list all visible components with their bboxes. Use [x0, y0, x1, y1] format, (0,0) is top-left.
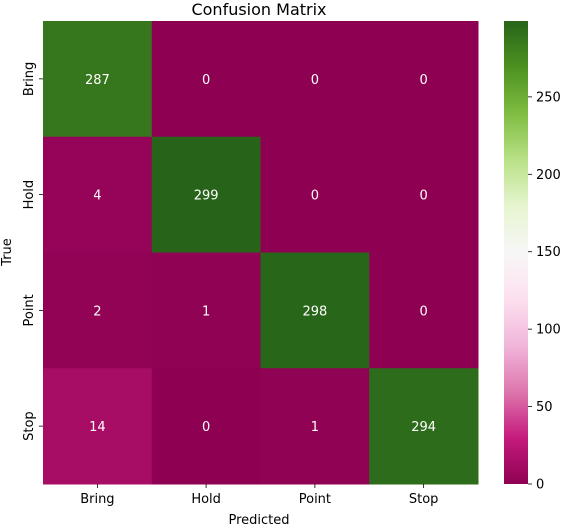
y-tick-label: Point [22, 294, 37, 326]
cell-value-label: 287 [85, 73, 110, 88]
colorbar-ticks: 0 50 100 150 200 250 [528, 90, 561, 493]
colorbar-tick-label: 200 [536, 168, 561, 183]
y-axis: Bring Hold Point Stop [22, 62, 43, 441]
heatmap-cell [43, 136, 153, 253]
heatmap-cell [43, 368, 153, 485]
heatmap-cell [260, 21, 370, 138]
cell-value-label: 0 [202, 73, 210, 88]
heatmap-cell [151, 368, 261, 485]
heatmap-cell [369, 136, 479, 253]
heatmap-cell [43, 21, 153, 138]
heatmap-cell [369, 21, 479, 138]
y-axis-label: True [0, 238, 15, 267]
cell-value-label: 0 [311, 189, 319, 204]
cell-value-label: 4 [93, 189, 101, 204]
colorbar-tick-label: 250 [536, 90, 561, 105]
cell-value-label: 294 [411, 420, 436, 435]
heatmap-cell [260, 136, 370, 253]
x-tick-label: Stop [409, 492, 439, 507]
heatmap-cell [151, 21, 261, 138]
y-tick-label: Hold [22, 180, 37, 210]
heatmap-cell [43, 252, 153, 369]
heatmap-cell [151, 252, 261, 369]
chart-title: Confusion Matrix [191, 0, 326, 19]
heatmap-cell [260, 252, 370, 369]
cell-value-label: 0 [419, 189, 427, 204]
cell-value-label: 1 [202, 304, 210, 319]
cell-value-label: 14 [89, 420, 106, 435]
y-tick-label: Bring [22, 62, 37, 96]
heatmap-cell [260, 368, 370, 485]
cell-value-label: 2 [93, 304, 101, 319]
heatmap-cell [369, 252, 479, 369]
colorbar-tick-label: 50 [536, 400, 553, 415]
colorbar-tick-label: 0 [536, 478, 544, 493]
cell-value-label: 0 [311, 73, 319, 88]
y-tick-label: Stop [22, 411, 37, 441]
colorbar-tick-label: 100 [536, 323, 561, 338]
heatmap-cell [151, 136, 261, 253]
cell-value-label: 1 [311, 420, 319, 435]
cell-value-label: 0 [419, 304, 427, 319]
cell-value-label: 0 [419, 73, 427, 88]
x-axis: Bring Hold Point Stop [80, 484, 438, 507]
cell-value-label: 298 [302, 304, 327, 319]
heatmap-cells [43, 21, 479, 485]
colorbar-tick-label: 150 [536, 245, 561, 260]
x-tick-label: Bring [80, 492, 114, 507]
x-axis-label: Predicted [228, 513, 289, 525]
heatmap-cell [369, 368, 479, 485]
x-tick-label: Hold [191, 492, 221, 507]
colorbar: 0 50 100 150 200 250 [504, 21, 561, 493]
colorbar-gradient [504, 21, 528, 484]
cell-value-label: 0 [202, 420, 210, 435]
cell-value-label: 299 [194, 189, 219, 204]
x-tick-label: Point [299, 492, 331, 507]
heatmap-cell-labels: 287 0 0 0 4 299 0 0 2 1 298 0 14 0 1 294 [85, 73, 436, 435]
